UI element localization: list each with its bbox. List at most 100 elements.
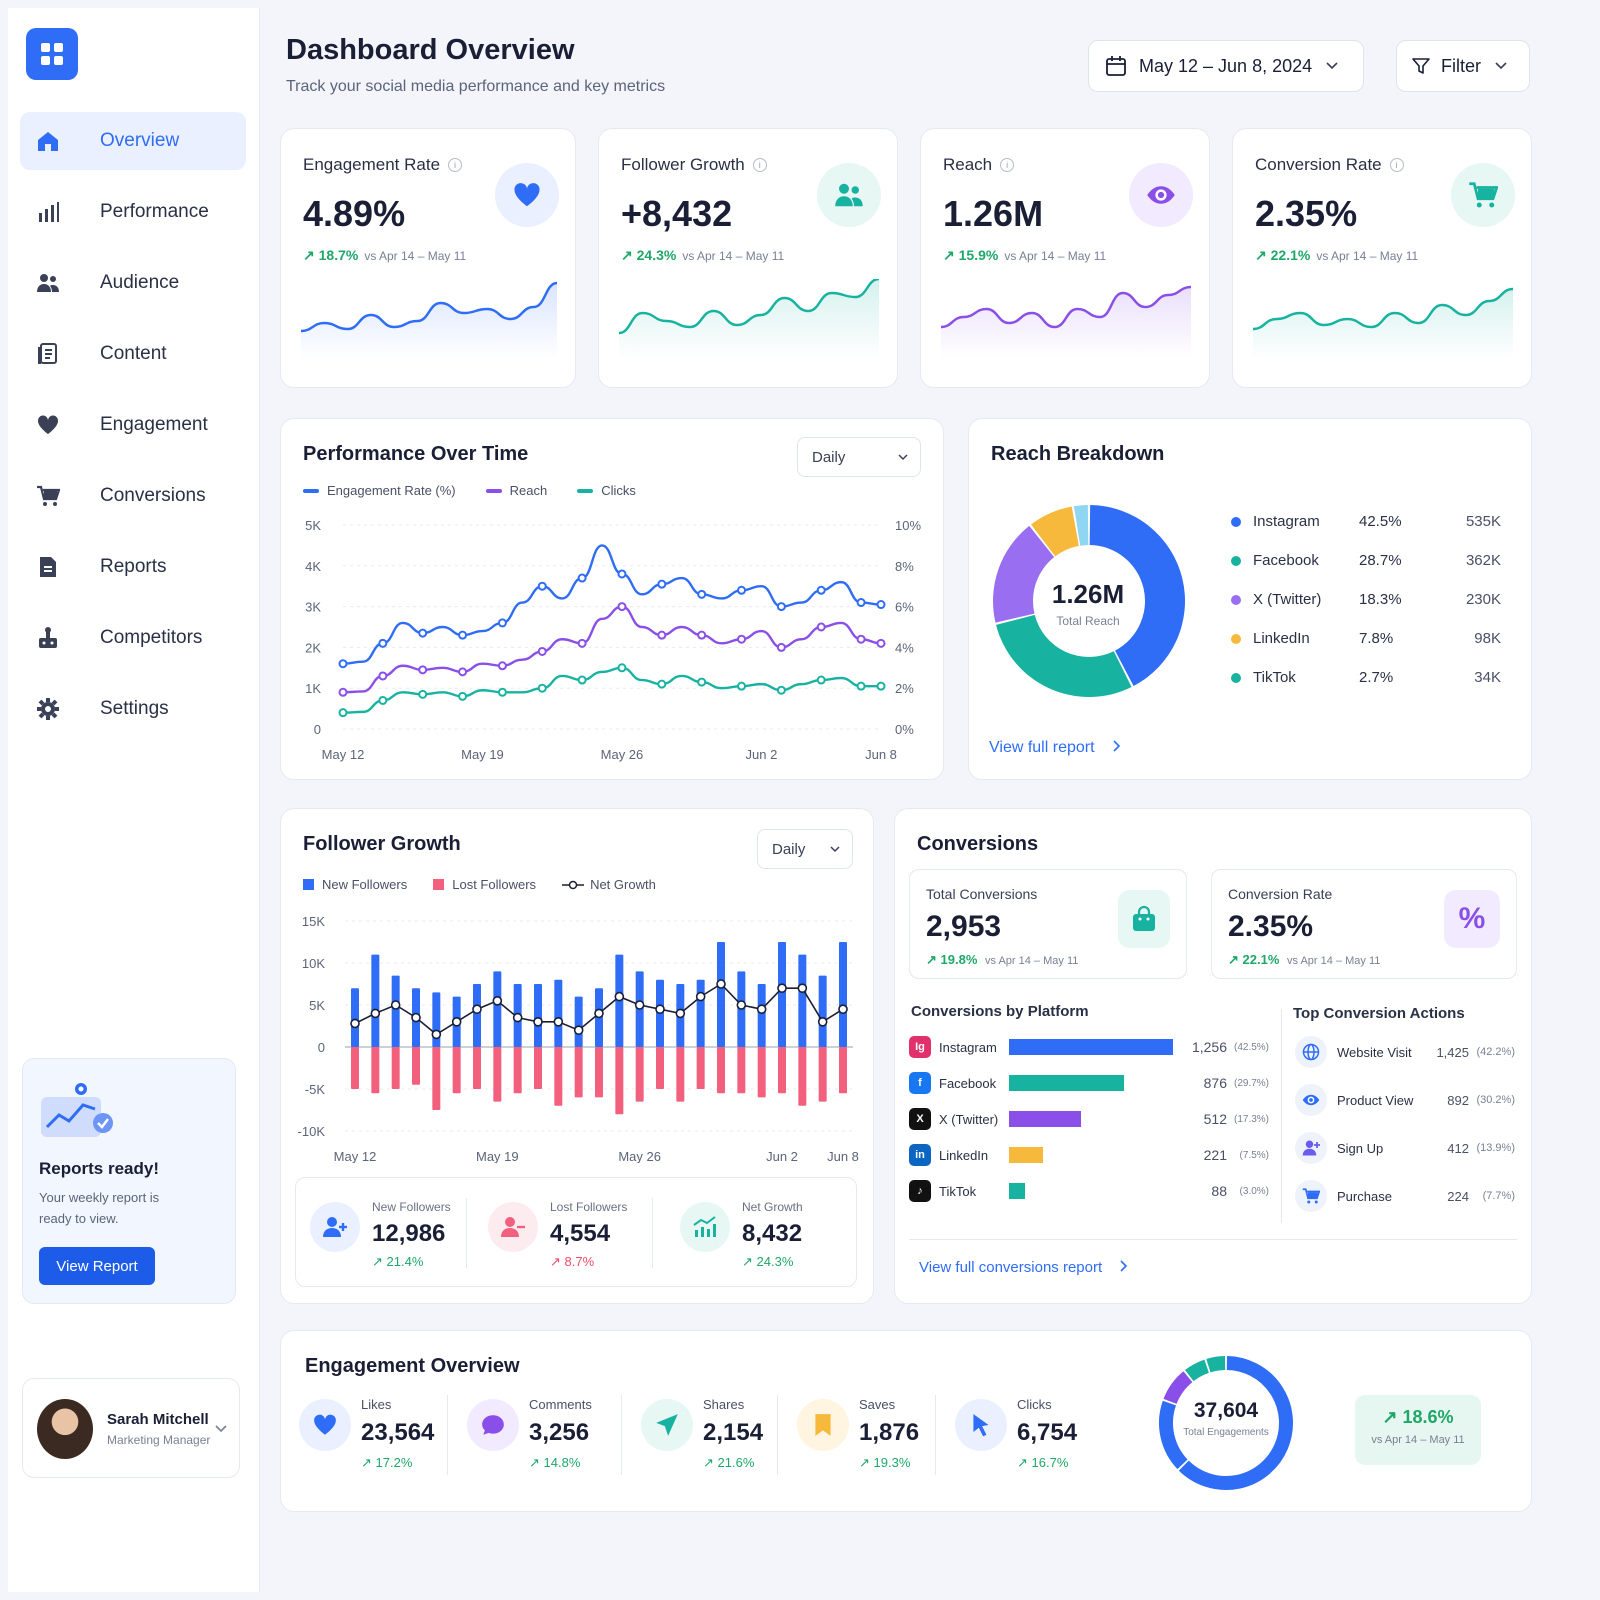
action-share: (30.2%) [1476,1094,1515,1106]
platform-share: (17.3%) [1233,1113,1269,1125]
sidebar-item-audience[interactable]: Audience [20,254,246,312]
lost-followers-bar [493,1047,502,1102]
user-profile[interactable]: Sarah Mitchell Marketing Manager [22,1378,240,1478]
donut-segment [1206,1356,1226,1373]
filter-label: Filter [1441,55,1481,76]
info-icon[interactable]: i [1000,158,1015,172]
net-growth-point [390,1000,401,1010]
sidebar-item-competitors[interactable]: Competitors [20,609,246,667]
engagement-shares-stat: Shares 2,154 ↗ 21.6% [641,1391,791,1481]
info-icon[interactable]: i [448,158,463,172]
view-report-button[interactable]: View Report [39,1247,155,1285]
action-share: (42.2%) [1476,1046,1515,1058]
lost-followers-bar [717,1047,725,1094]
lost-followers-bar [351,1047,359,1089]
lost-followers-bar [473,1047,481,1089]
view-conversions-report-link[interactable]: View full conversions report [919,1259,1128,1276]
data-point [418,665,428,675]
date-range-picker[interactable]: May 12 – Jun 8, 2024 [1088,40,1364,92]
performance-interval-select[interactable]: Daily [797,437,921,477]
platform-row: X X (Twitter) 512 (17.3%) [909,1107,1269,1131]
info-icon[interactable]: i [1389,158,1404,172]
platform-count: 876 [1203,1075,1227,1091]
shopping-bag-icon [1118,890,1170,948]
sidebar-item-content[interactable]: Content [20,325,246,383]
platform-name: LinkedIn [939,1147,989,1163]
compare-label: vs Apr 14 – May 11 [1287,955,1381,967]
platform-row: f Facebook 876 (29.7%) [909,1071,1269,1095]
filter-button[interactable]: Filter [1396,40,1530,92]
platform-value: 230K [1465,591,1501,608]
stat-change-value: 8.7% [564,1254,595,1269]
platform-pct: 42.5% [1359,513,1402,530]
engagement-overview-card: Engagement Overview Likes 23,564 ↗ 17.2% Co… [280,1330,1532,1512]
app-logo[interactable] [26,28,78,80]
page-subtitle: Track your social media performance and … [286,78,666,95]
sidebar-item-performance[interactable]: Performance [20,183,246,241]
compare-label: vs Apr 14 – May 11 [985,955,1079,967]
page-title: Dashboard Overview [286,34,575,66]
kpi-title: Engagement Rate i [303,155,463,175]
info-icon[interactable]: i [752,158,767,172]
y2-tick-label: 6% [895,600,914,615]
sidebar-item-label: Engagement [100,414,208,435]
sidebar-item-overview[interactable]: Overview [20,112,246,170]
platform-name: Facebook [1253,552,1319,569]
lost-followers-bar [818,1047,827,1102]
lost-followers-bar [371,1047,380,1094]
chevron-down-icon [1495,62,1507,70]
sidebar-item-engagement[interactable]: Engagement [20,396,246,454]
lost-followers-bar [595,1047,603,1098]
platform-pct: 28.7% [1359,552,1402,569]
series-line [342,666,881,714]
change-value: 19.8% [940,952,978,967]
user-name: Sarah Mitchell [107,1411,209,1428]
platform-value: 535K [1465,513,1501,530]
action-name: Product View [1337,1092,1414,1108]
lost-followers-bar [757,1047,766,1098]
kpi-change: ↗ 15.9% vs Apr 14 – May 11 [943,247,1107,263]
data-point [497,687,507,697]
y-tick-label: 1K [305,681,321,696]
action-name: Website Visit [1337,1044,1412,1060]
top-actions-title: Top Conversion Actions [1293,1005,1465,1022]
sparkline-line [1252,287,1514,331]
engagement-clicks-stat: Clicks 6,754 ↗ 16.7% [955,1391,1105,1481]
platform-bar [1009,1039,1173,1055]
gear-icon [36,697,80,721]
y-tick-label: 0 [314,722,321,737]
data-point [537,581,547,591]
y-tick-label: 4K [305,559,321,574]
chevron-right-icon [1120,1260,1128,1272]
data-point [697,630,707,640]
stat-change: ↗ 21.4% [372,1254,424,1269]
reach-row: X (Twitter) 18.3% 230K [1231,591,1501,608]
reach-donut-chart [993,505,1185,697]
sidebar-item-conversions[interactable]: Conversions [20,467,246,525]
by-platform-title: Conversions by Platform [911,1003,1089,1020]
stat-change-value: 14.8% [543,1455,581,1470]
sidebar-item-reports[interactable]: Reports [20,538,246,596]
platform-bar-track [1009,1111,1179,1127]
view-full-report-link[interactable]: View full report [989,739,1121,757]
stat-change: ↗ 16.7% [1017,1455,1069,1470]
kpi-value: +8,432 [621,193,733,234]
donut-slice [996,614,1132,697]
instagram-logo-icon: Ig [909,1036,931,1058]
reach-row: LinkedIn 7.8% 98K [1231,630,1501,647]
platform-bar-track [1009,1147,1179,1163]
conversion-action-row: Website Visit 1,425 (42.2%) [1295,1035,1515,1069]
stat-change: ↗ 14.8% [529,1455,581,1470]
cart-icon [36,484,80,508]
stat-change: ↗ 17.2% [361,1455,413,1470]
facebook-logo-icon: f [909,1072,931,1094]
chevron-down-icon [898,454,908,461]
sidebar-item-settings[interactable]: Settings [20,680,246,738]
chat-icon [467,1399,519,1451]
follower-interval-select[interactable]: Daily [757,829,853,869]
legend-dot [1231,516,1241,527]
y-tick-label: 3K [305,600,321,615]
data-point [657,679,667,689]
sidebar-item-label: Conversions [100,485,206,506]
kpi-title: Conversion Rate i [1255,155,1404,175]
